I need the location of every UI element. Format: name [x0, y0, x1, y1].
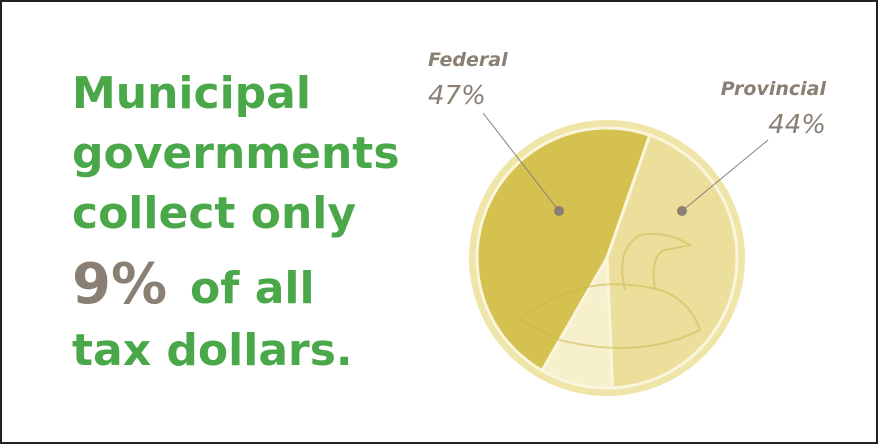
leader-dot — [677, 206, 687, 216]
pie-slice — [475, 126, 652, 373]
leader-line — [681, 139, 769, 212]
pie-slice — [539, 252, 615, 390]
slice-value-label: 47% — [428, 81, 486, 111]
headline: tax dollars. — [72, 325, 353, 376]
headline: Municipal — [72, 68, 311, 119]
slice-value-label: 44% — [768, 110, 826, 140]
pie-slice — [605, 133, 739, 390]
headline-value: 9% — [72, 252, 167, 317]
loon-outline — [518, 232, 702, 349]
headline: collect only — [72, 188, 356, 239]
headline: of all — [190, 263, 315, 314]
slice-label: Federal — [428, 49, 508, 71]
slice-label: Provincial — [721, 78, 827, 100]
leader-line — [482, 112, 560, 212]
leader-dot — [554, 206, 564, 216]
headline: governments — [72, 128, 400, 179]
